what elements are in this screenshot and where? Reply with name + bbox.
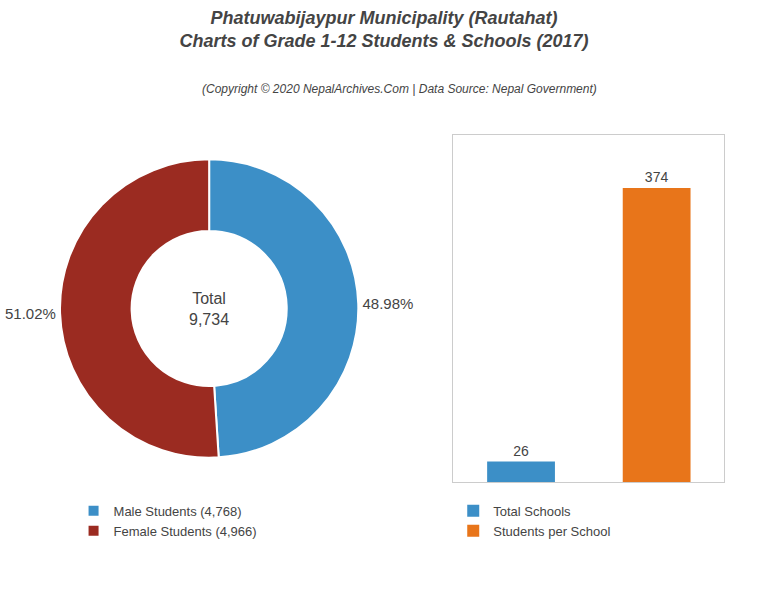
svg-text:48.98%: 48.98% <box>362 295 413 312</box>
svg-text:26: 26 <box>513 443 529 459</box>
svg-text:Phatuwabijaypur Municipality (: Phatuwabijaypur Municipality (Rautahat)C… <box>179 8 588 51</box>
svg-text:Male Students (4,768): Male Students (4,768) <box>114 504 242 519</box>
svg-text:Total9,734: Total9,734 <box>189 290 229 328</box>
svg-text:Total Schools: Total Schools <box>493 504 571 519</box>
svg-text:51.02%: 51.02% <box>5 305 56 322</box>
svg-text:(Copyright © 2020 NepalArchive: (Copyright © 2020 NepalArchives.Com | Da… <box>202 82 597 96</box>
svg-text:Female Students (4,966): Female Students (4,966) <box>114 524 257 539</box>
svg-text:374: 374 <box>645 169 669 185</box>
svg-text:Students per School: Students per School <box>493 524 610 539</box>
